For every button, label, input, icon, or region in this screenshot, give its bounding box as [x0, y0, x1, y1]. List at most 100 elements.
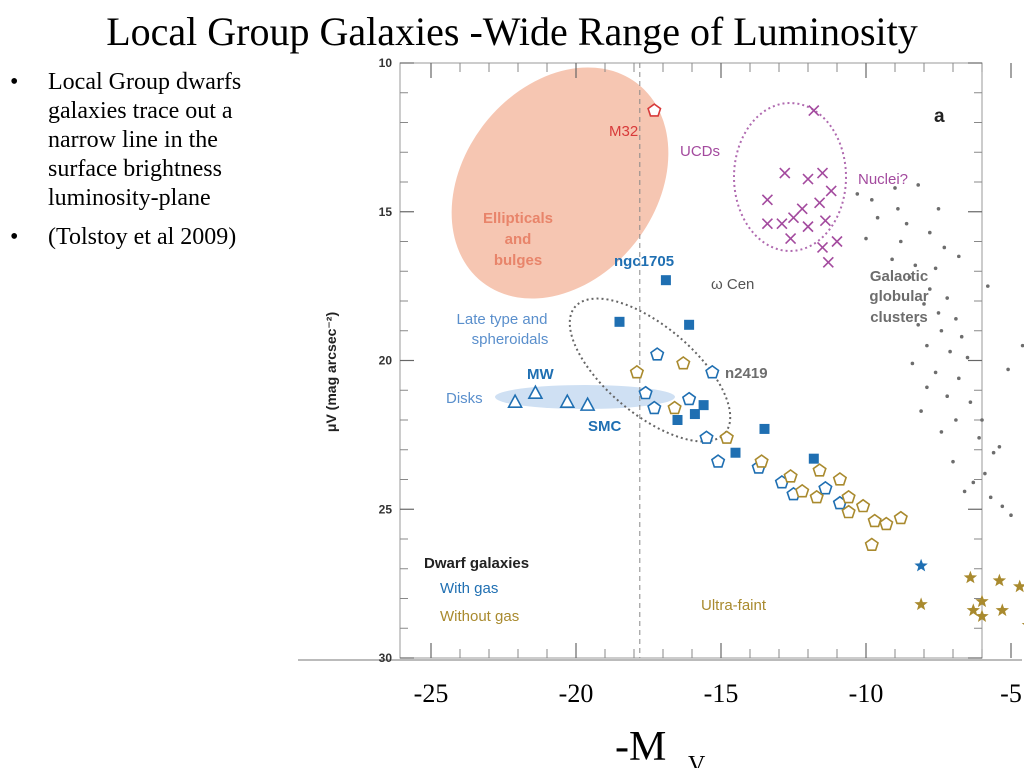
- without-gas-pentagon-point: [629, 364, 645, 379]
- ucd-point: [816, 167, 829, 179]
- globular-cluster-point: [945, 394, 949, 399]
- ellipticals-region: [451, 67, 669, 299]
- globular-cluster-point: [948, 349, 952, 354]
- without-gas-pentagon-point: [893, 510, 908, 525]
- globular-cluster-point: [986, 284, 990, 288]
- globular-cluster-point: [988, 495, 993, 500]
- without-gas-pentagon-point: [855, 498, 871, 513]
- globular-cluster-point: [954, 317, 958, 321]
- globular-cluster-point: [890, 257, 894, 262]
- ellipticals-label: Ellipticals and bulges: [483, 210, 553, 269]
- with-gas-square-point: [808, 453, 819, 464]
- n2419-label: n2419: [725, 365, 768, 382]
- with-gas-triangle-point: [559, 393, 576, 408]
- with-gas-pentagon-point: [650, 347, 665, 361]
- globular-cluster-point: [907, 275, 912, 280]
- globular-clusters-label-line: Galactic: [870, 268, 928, 285]
- ucd-point: [825, 185, 837, 197]
- nuclei-region: [733, 102, 847, 252]
- late-type-label-line: spheroidals: [472, 331, 549, 348]
- m32-point: [647, 103, 662, 117]
- globular-cluster-point: [954, 418, 958, 422]
- y-tick-label: 15: [379, 205, 393, 219]
- bullet-dot-icon: •: [10, 69, 19, 95]
- ucd-point: [796, 203, 808, 215]
- globular-cluster-point: [959, 334, 964, 339]
- with-gas-pentagon-point: [818, 480, 833, 495]
- without-gas-pentagon-point: [719, 430, 734, 444]
- cross-stroke: [802, 221, 814, 233]
- bullet-text: Local Group dwarfs galaxies trace out a …: [48, 69, 242, 211]
- legend-title: Dwarf galaxies: [424, 555, 529, 572]
- globular-cluster-point: [971, 480, 976, 485]
- globular-cluster-point: [962, 489, 967, 494]
- bullet-dot-icon: •: [10, 224, 19, 250]
- legend-entry-without-gas: Without gas: [440, 608, 519, 625]
- x-tick-label: -15: [704, 679, 739, 708]
- ucd-point: [761, 218, 773, 230]
- globular-cluster-point: [939, 328, 944, 333]
- nuclei-label: Nuclei?: [858, 171, 908, 188]
- cross-stroke: [785, 232, 797, 245]
- marks-group: [507, 103, 1024, 625]
- without-gas-pentagon-point: [783, 469, 798, 483]
- ucd-point: [779, 167, 791, 179]
- bullet-list: • Local Group dwarfs galaxies trace out a…: [10, 68, 245, 252]
- globular-cluster-point: [916, 323, 920, 327]
- without-gas-pentagon-point: [841, 489, 856, 504]
- ultra-faint-without-gas-point: [975, 594, 989, 608]
- ultra-faint-without-gas-point: [975, 609, 989, 622]
- globular-cluster-point: [936, 311, 941, 315]
- globular-cluster-point: [925, 385, 929, 390]
- globular-cluster-point: [991, 450, 996, 455]
- ellipticals-label-line: and: [505, 231, 532, 248]
- ucds-label: UCDs: [680, 143, 720, 160]
- cross-stroke: [761, 218, 773, 230]
- globular-cluster-point: [997, 444, 1002, 449]
- x-tick-label: -20: [559, 679, 594, 708]
- ucd-point: [814, 197, 826, 209]
- ucd-point: [761, 194, 773, 206]
- ultra-faint-without-gas-point: [966, 603, 980, 617]
- ultra-faint-without-gas-point: [995, 603, 1009, 617]
- ultra-faint-without-gas-point: [1021, 623, 1024, 625]
- globular-cluster-point: [919, 409, 923, 413]
- without-gas-pentagon-point: [667, 400, 682, 415]
- globular-cluster-point: [893, 186, 897, 190]
- globular-cluster-point: [951, 459, 955, 464]
- smc-label: SMC: [588, 418, 622, 435]
- globular-cluster-point: [980, 418, 984, 422]
- late-type-label: Late type and spheroidals: [457, 311, 549, 348]
- globular-cluster-point: [870, 198, 874, 202]
- mw-label: MW: [527, 366, 554, 383]
- ngc1705-label: ngc1705: [614, 253, 674, 270]
- x-tick-label: -10: [849, 679, 884, 708]
- ucd-point: [816, 241, 829, 254]
- globular-clusters-label: Galactic globular clusters: [869, 268, 928, 326]
- globular-cluster-point: [939, 430, 944, 434]
- cross-stroke: [787, 212, 800, 224]
- ucd-point: [822, 256, 834, 268]
- ticks-group: -25 -20 -15 -10 -5 10 15 20 25 30: [379, 56, 1022, 708]
- cross-stroke: [822, 256, 834, 268]
- globular-cluster-point: [968, 400, 973, 404]
- without-gas-pentagon-point: [754, 454, 769, 468]
- cross-stroke: [802, 173, 814, 185]
- globular-clusters-label-line: globular: [869, 288, 928, 305]
- globular-cluster-point: [910, 361, 915, 366]
- legend-entry-with-gas: With gas: [440, 580, 498, 597]
- globular-clusters-label-line: clusters: [870, 309, 928, 326]
- x-axis-label-subscript: V: [688, 752, 706, 768]
- with-gas-pentagon-point: [638, 385, 653, 400]
- cross-stroke: [819, 215, 831, 227]
- with-gas-square-point: [698, 400, 709, 411]
- with-gas-pentagon-point: [699, 430, 714, 444]
- globular-cluster-point: [983, 471, 987, 476]
- ultra-faint-without-gas-point: [963, 570, 978, 584]
- globular-cluster-point: [875, 215, 880, 220]
- globular-cluster-point: [864, 236, 868, 241]
- disks-region: [495, 385, 675, 409]
- y-tick-label: 10: [379, 56, 393, 70]
- disks-label: Disks: [446, 390, 483, 407]
